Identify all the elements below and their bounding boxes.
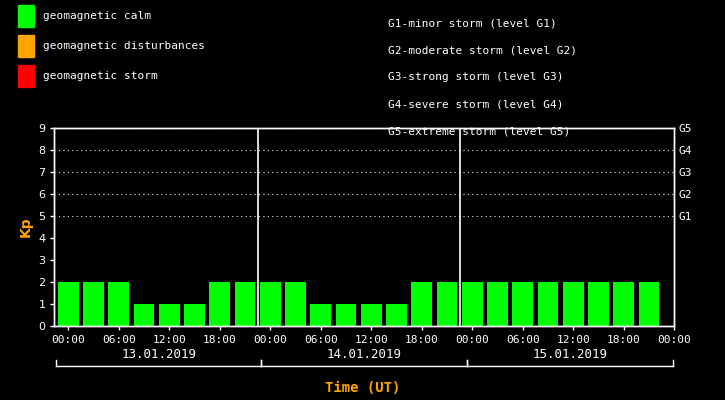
Text: G3-strong storm (level G3): G3-strong storm (level G3) xyxy=(388,72,563,82)
Bar xyxy=(487,282,508,326)
Text: 13.01.2019: 13.01.2019 xyxy=(121,348,196,361)
Bar xyxy=(184,304,205,326)
Text: G4-severe storm (level G4): G4-severe storm (level G4) xyxy=(388,100,563,110)
Bar xyxy=(411,282,432,326)
Bar xyxy=(361,304,381,326)
Bar xyxy=(462,282,483,326)
Bar xyxy=(285,282,306,326)
Bar xyxy=(133,304,154,326)
Bar xyxy=(310,304,331,326)
Text: 15.01.2019: 15.01.2019 xyxy=(533,348,608,361)
Bar xyxy=(513,282,533,326)
Bar xyxy=(235,282,255,326)
Bar xyxy=(159,304,180,326)
Text: G2-moderate storm (level G2): G2-moderate storm (level G2) xyxy=(388,45,577,55)
Text: G5-extreme storm (level G5): G5-extreme storm (level G5) xyxy=(388,127,570,137)
Bar xyxy=(613,282,634,326)
Bar xyxy=(83,282,104,326)
Bar xyxy=(336,304,357,326)
Y-axis label: Kp: Kp xyxy=(19,217,33,237)
Bar xyxy=(639,282,659,326)
Bar xyxy=(260,282,281,326)
Bar xyxy=(386,304,407,326)
Text: geomagnetic calm: geomagnetic calm xyxy=(43,11,151,21)
Bar xyxy=(436,282,457,326)
Bar xyxy=(210,282,230,326)
Text: G1-minor storm (level G1): G1-minor storm (level G1) xyxy=(388,18,557,28)
Text: geomagnetic storm: geomagnetic storm xyxy=(43,71,157,81)
Bar xyxy=(58,282,78,326)
Text: 14.01.2019: 14.01.2019 xyxy=(327,348,402,361)
Text: Time (UT): Time (UT) xyxy=(325,381,400,395)
Bar xyxy=(563,282,584,326)
Bar xyxy=(109,282,129,326)
Text: geomagnetic disturbances: geomagnetic disturbances xyxy=(43,41,204,51)
Bar xyxy=(538,282,558,326)
Bar xyxy=(588,282,609,326)
